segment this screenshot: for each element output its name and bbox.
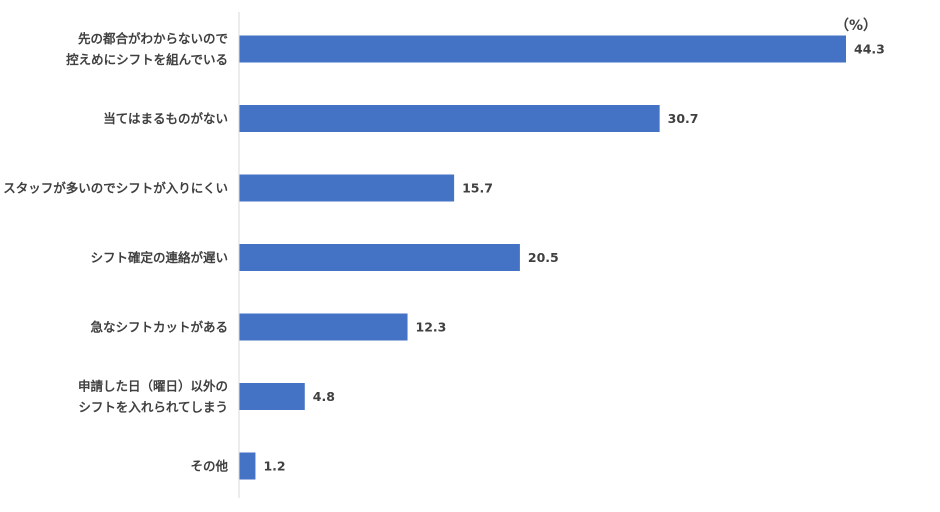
category-label-6-line-2: シフトを入れられてしまう [78, 400, 228, 415]
value-labels: 44.3 30.7 15.7 20.5 12.3 4.8 1.2 [263, 42, 884, 474]
bar-6 [239, 383, 305, 410]
category-label-1-line-1: 先の都合がわからないので [78, 31, 228, 46]
value-label-7: 1.2 [263, 459, 285, 474]
category-labels: 先の都合がわからないので控えめにシフトを組んでいる当てはまるものがないスタッフが… [3, 31, 228, 474]
value-label-2: 30.7 [668, 111, 699, 126]
bar-1 [239, 35, 846, 63]
bar-5 [239, 313, 408, 341]
bars-layer [239, 35, 846, 480]
bar-4 [239, 244, 520, 271]
value-label-1: 44.3 [854, 42, 885, 57]
category-label-5: 急なシフトカットがある [90, 320, 228, 335]
unit-label: （%） [835, 18, 877, 34]
value-label-3: 15.7 [462, 181, 493, 196]
bar-2 [239, 105, 660, 132]
category-label-7: その他 [190, 459, 228, 474]
value-label-5: 12.3 [416, 320, 447, 335]
category-label-4: シフト確定の連絡が遅い [90, 250, 228, 265]
category-label-6-line-1: 申請した日（曜日）以外の [78, 379, 228, 394]
value-label-6: 4.8 [313, 389, 335, 404]
category-label-2: 当てはまるものがない [103, 111, 228, 126]
value-label-4: 20.5 [528, 250, 559, 265]
category-label-1-line-2: 控えめにシフトを組んでいる [66, 52, 228, 67]
bar-7 [239, 452, 256, 480]
category-label-3: スタッフが多いのでシフトが入りにくい [3, 181, 228, 196]
bar-3 [239, 174, 455, 202]
